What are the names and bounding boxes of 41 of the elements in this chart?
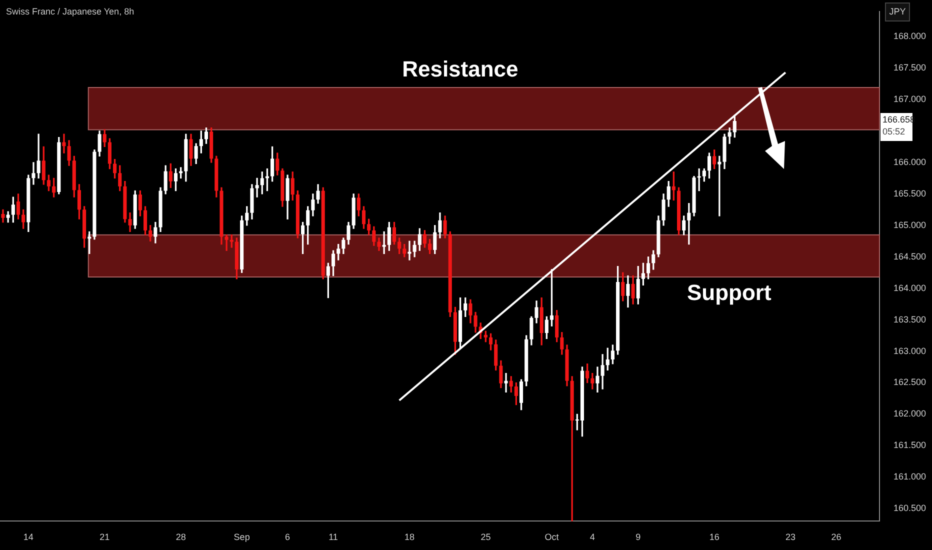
y-tick-label: 165.500 — [893, 188, 926, 198]
x-tick-label: 26 — [831, 532, 842, 542]
candlestick — [687, 203, 691, 245]
y-tick-label: 164.500 — [893, 251, 926, 262]
y-axis-title: JPY — [889, 6, 906, 16]
band-label: Support — [686, 280, 772, 306]
y-tick-label: 163.000 — [893, 346, 926, 356]
x-tick-label: 23 — [786, 532, 796, 542]
text: 05:52 — [882, 126, 905, 137]
x-tick-label: 16 — [709, 532, 720, 542]
y-tick-label: 160.500 — [893, 503, 926, 514]
x-tick-label: 14 — [23, 532, 34, 542]
x-tick-label: 25 — [480, 532, 491, 542]
y-tick-label: 167.000 — [893, 94, 926, 104]
x-tick-label: Sep — [234, 532, 250, 542]
x-tick-label: 4 — [590, 532, 595, 542]
x-tick-label: 21 — [100, 532, 110, 542]
candlestick — [255, 178, 259, 198]
x-tick-label: 6 — [285, 532, 290, 542]
x-tick-label: 18 — [404, 532, 414, 542]
y-tick-label: 166.000 — [893, 156, 926, 167]
band-label: Resistance — [402, 56, 518, 82]
y-tick-label: 162.000 — [893, 408, 926, 419]
x-tick-label: 9 — [636, 532, 641, 542]
y-tick-label: 167.500 — [893, 62, 926, 73]
candlestick — [504, 372, 508, 393]
candlestick — [62, 134, 66, 154]
y-tick-label: 161.000 — [893, 472, 926, 482]
candlestick — [224, 234, 228, 251]
x-tick-label: 11 — [328, 532, 338, 542]
candlestick — [382, 231, 386, 254]
x-tick-label: 28 — [176, 532, 186, 542]
candlestick — [32, 162, 36, 185]
y-tick-label: 163.500 — [893, 314, 926, 324]
y-tick-label: 165.000 — [893, 220, 926, 230]
y-tick-label: 164.000 — [893, 282, 926, 293]
y-tick-label: 162.500 — [893, 377, 926, 388]
y-tick-label: 161.500 — [893, 440, 926, 450]
y-tick-label: 168.000 — [893, 31, 926, 42]
chart-title: Swiss Franc / Japanese Yen, 8h — [6, 6, 134, 16]
x-tick-label: Oct — [544, 532, 560, 542]
